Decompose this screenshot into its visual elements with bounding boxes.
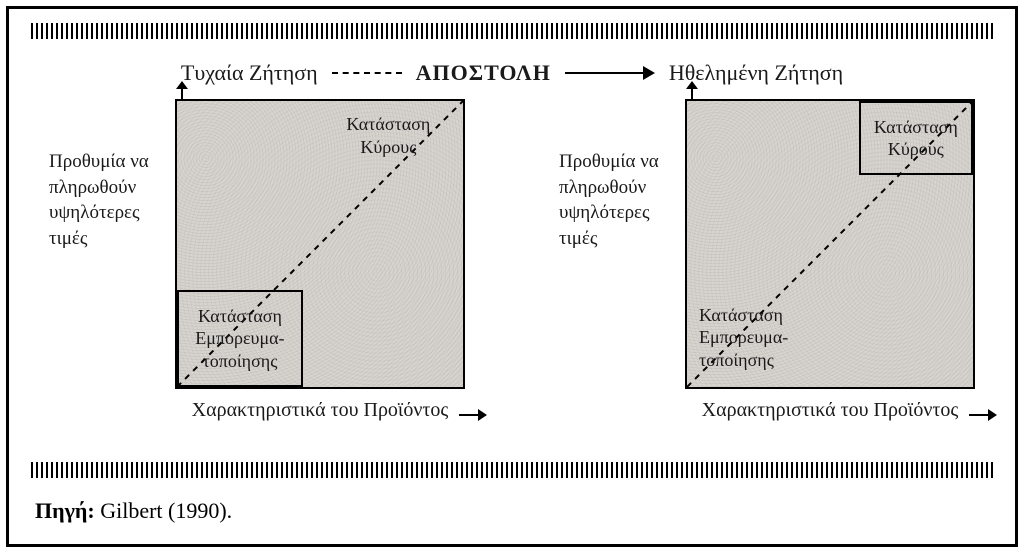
status-region-label: Κατάσταση Κύρους	[865, 116, 967, 161]
status-region-label: Κατάσταση Κύρους	[324, 113, 453, 158]
arrow-right-icon	[565, 64, 655, 82]
x-axis-label-left: Χαρακτηριστικά του Προϊόντος	[175, 399, 465, 422]
header-dash-line	[332, 72, 402, 74]
commodity-region-left: Κατάσταση Εμπορευμα-τοποίησης	[177, 290, 303, 387]
status-region-left: Κατάσταση Κύρους	[320, 109, 457, 162]
x-axis-arrow-icon	[459, 406, 487, 424]
commodity-region-right: Κατάσταση Εμπορευμα-τοποίησης	[695, 300, 838, 376]
right-chart-box: Κατάσταση Κύρους Κατάσταση Εμπορευμα-τοπ…	[685, 99, 975, 389]
y-axis-label-left: Προθυμία να πληρωθούν υψηλότερες τιμές	[49, 149, 169, 252]
x-axis-arrow-icon	[969, 406, 997, 424]
panels-row: Προθυμία να πληρωθούν υψηλότερες τιμές Κ…	[49, 99, 975, 459]
source-value: Gilbert (1990).	[100, 498, 232, 523]
decorative-bar-bottom	[31, 462, 993, 478]
left-chart-box: Κατάσταση Κύρους Κατάσταση Εμπορευμα-τοπ…	[175, 99, 465, 389]
header-center-label: ΑΠΟΣΤΟΛΗ	[416, 60, 551, 86]
decorative-bar-top	[31, 23, 993, 39]
left-panel: Προθυμία να πληρωθούν υψηλότερες τιμές Κ…	[49, 99, 465, 459]
commodity-region-label: Κατάσταση Εμπορευμα-τοποίησης	[183, 305, 297, 373]
status-region-right: Κατάσταση Κύρους	[859, 101, 973, 175]
right-panel: Προθυμία να πληρωθούν υψηλότερες τιμές Κ…	[559, 99, 975, 459]
source-label: Πηγή:	[35, 498, 95, 523]
source-line: Πηγή: Gilbert (1990).	[35, 498, 232, 524]
outer-frame: Τυχαία Ζήτηση ΑΠΟΣΤΟΛΗ Ηθελημένη Ζήτηση …	[6, 6, 1018, 547]
header-row: Τυχαία Ζήτηση ΑΠΟΣΤΟΛΗ Ηθελημένη Ζήτηση	[9, 53, 1015, 93]
x-axis-label-right: Χαρακτηριστικά του Προϊόντος	[685, 399, 975, 422]
right-chart-wrap: Κατάσταση Κύρους Κατάσταση Εμπορευμα-τοπ…	[685, 99, 975, 422]
y-axis-label-right: Προθυμία να πληρωθούν υψηλότερες τιμές	[559, 149, 679, 252]
header-left-label: Τυχαία Ζήτηση	[181, 60, 318, 86]
left-chart-wrap: Κατάσταση Κύρους Κατάσταση Εμπορευμα-τοπ…	[175, 99, 465, 422]
commodity-region-label: Κατάσταση Εμπορευμα-τοποίησης	[699, 304, 834, 372]
